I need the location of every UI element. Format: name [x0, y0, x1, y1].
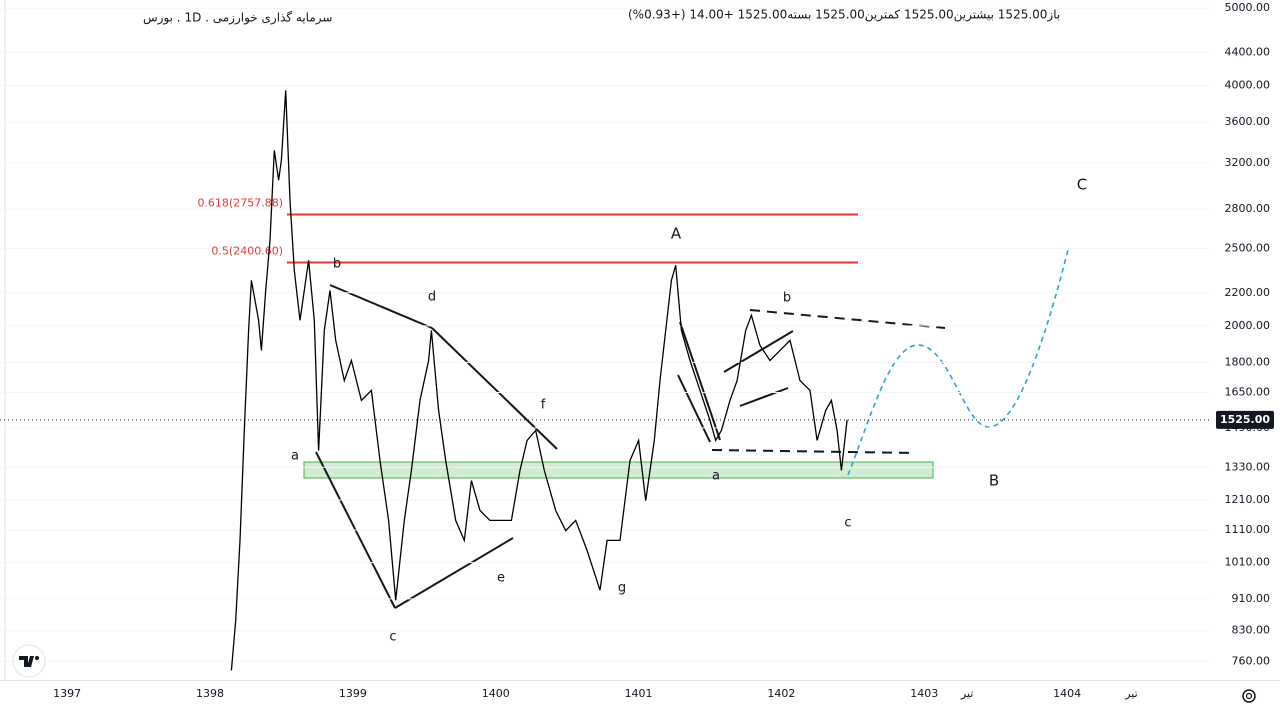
- y-tick-label: 760.00: [1232, 654, 1271, 667]
- x-tick-label: تیر: [1124, 687, 1137, 700]
- wave-label: g: [618, 581, 626, 596]
- price-line: [230, 90, 848, 671]
- y-tick-label: 4400.00: [1225, 46, 1271, 59]
- y-tick-label: 830.00: [1232, 624, 1271, 637]
- y-tick-label: 1800.00: [1225, 355, 1271, 368]
- wave-label: a: [291, 449, 299, 464]
- wave-label: A: [671, 225, 682, 243]
- trend-line: [329, 284, 433, 329]
- y-tick-label: 2200.00: [1225, 286, 1271, 299]
- wave-label: b: [783, 291, 791, 306]
- x-tick-label: تیر: [960, 687, 973, 700]
- wave-label: f: [541, 398, 546, 413]
- trend-line: [431, 327, 558, 450]
- wave-label: B: [989, 472, 999, 490]
- x-tick-label: 1402: [767, 687, 795, 700]
- trend-line: [739, 387, 789, 407]
- last-price-box: [1216, 410, 1274, 429]
- support-zone: [303, 461, 934, 479]
- y-tick-label: 2500.00: [1225, 241, 1271, 254]
- y-tick-label: 1110.00: [1225, 523, 1271, 536]
- settings-icon[interactable]: [1242, 689, 1256, 703]
- x-tick-label: 1399: [339, 687, 367, 700]
- wave-label: c: [389, 630, 396, 645]
- wave-label: d: [428, 290, 436, 305]
- y-tick-label: 3200.00: [1225, 156, 1271, 169]
- ohlc-values: باز1525.00 بیشترین1525.00 کمترین1525.00 …: [628, 8, 1060, 23]
- last-price-label: 1525.00: [1220, 413, 1270, 426]
- y-tick-label: 910.00: [1232, 592, 1271, 605]
- x-tick-label: 1400: [482, 687, 510, 700]
- trend-line: [679, 321, 721, 441]
- y-tick-label: 2000.00: [1225, 319, 1271, 332]
- x-tick-label: 1397: [53, 687, 81, 700]
- y-tick-label: 5000.00: [1225, 1, 1271, 14]
- x-tick-label: 1403: [910, 687, 938, 700]
- y-tick-label: 3600.00: [1225, 115, 1271, 128]
- trend-line: [394, 537, 514, 609]
- trend-line: [677, 374, 711, 443]
- tradingview-logo: [12, 644, 46, 678]
- wave-label: a: [712, 469, 720, 484]
- drawings: [0, 7, 1210, 662]
- wave-label: e: [497, 571, 505, 586]
- y-tick-label: 1330.00: [1225, 460, 1271, 473]
- x-tick-label: 1401: [625, 687, 653, 700]
- projection-path: [847, 249, 1069, 476]
- x-tick-label: 1398: [196, 687, 224, 700]
- trend-line: [723, 330, 794, 373]
- fib-level-label: 0.5(2400.60): [211, 245, 283, 258]
- trend-lines: [315, 284, 794, 609]
- fib-level-label: 0.618(2757.88): [197, 196, 283, 209]
- y-tick-label: 2800.00: [1225, 202, 1271, 215]
- y-tick-label: 1210.00: [1225, 493, 1271, 506]
- y-tick-label: 1650.00: [1225, 386, 1271, 399]
- symbol-title: سرمایه گذاری خوارزمی . 1D . بورس: [143, 11, 332, 26]
- y-tick-label: 1010.00: [1225, 556, 1271, 569]
- wave-label: b: [333, 257, 341, 272]
- wave-label: c: [844, 516, 851, 531]
- wave-label: C: [1077, 176, 1087, 194]
- y-tick-label: 4000.00: [1225, 79, 1271, 92]
- x-tick-label: 1404: [1053, 687, 1081, 700]
